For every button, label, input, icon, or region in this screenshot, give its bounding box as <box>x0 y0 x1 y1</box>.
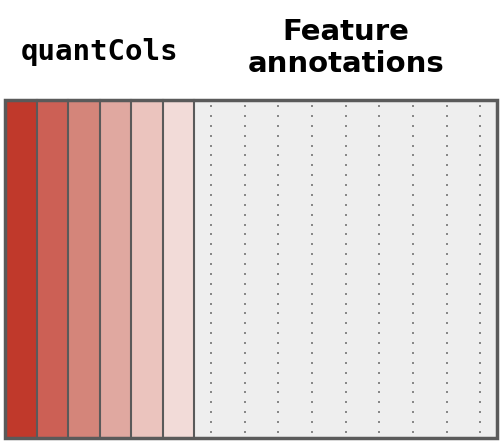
Bar <box>5 100 37 438</box>
Text: Feature
annotations: Feature annotations <box>247 18 443 78</box>
Bar <box>5 100 496 438</box>
Bar <box>162 100 194 438</box>
Bar <box>37 100 68 438</box>
Bar <box>194 100 496 438</box>
Bar <box>131 100 162 438</box>
Text: quantCols: quantCols <box>21 38 178 66</box>
Bar <box>68 100 100 438</box>
Bar <box>100 100 131 438</box>
